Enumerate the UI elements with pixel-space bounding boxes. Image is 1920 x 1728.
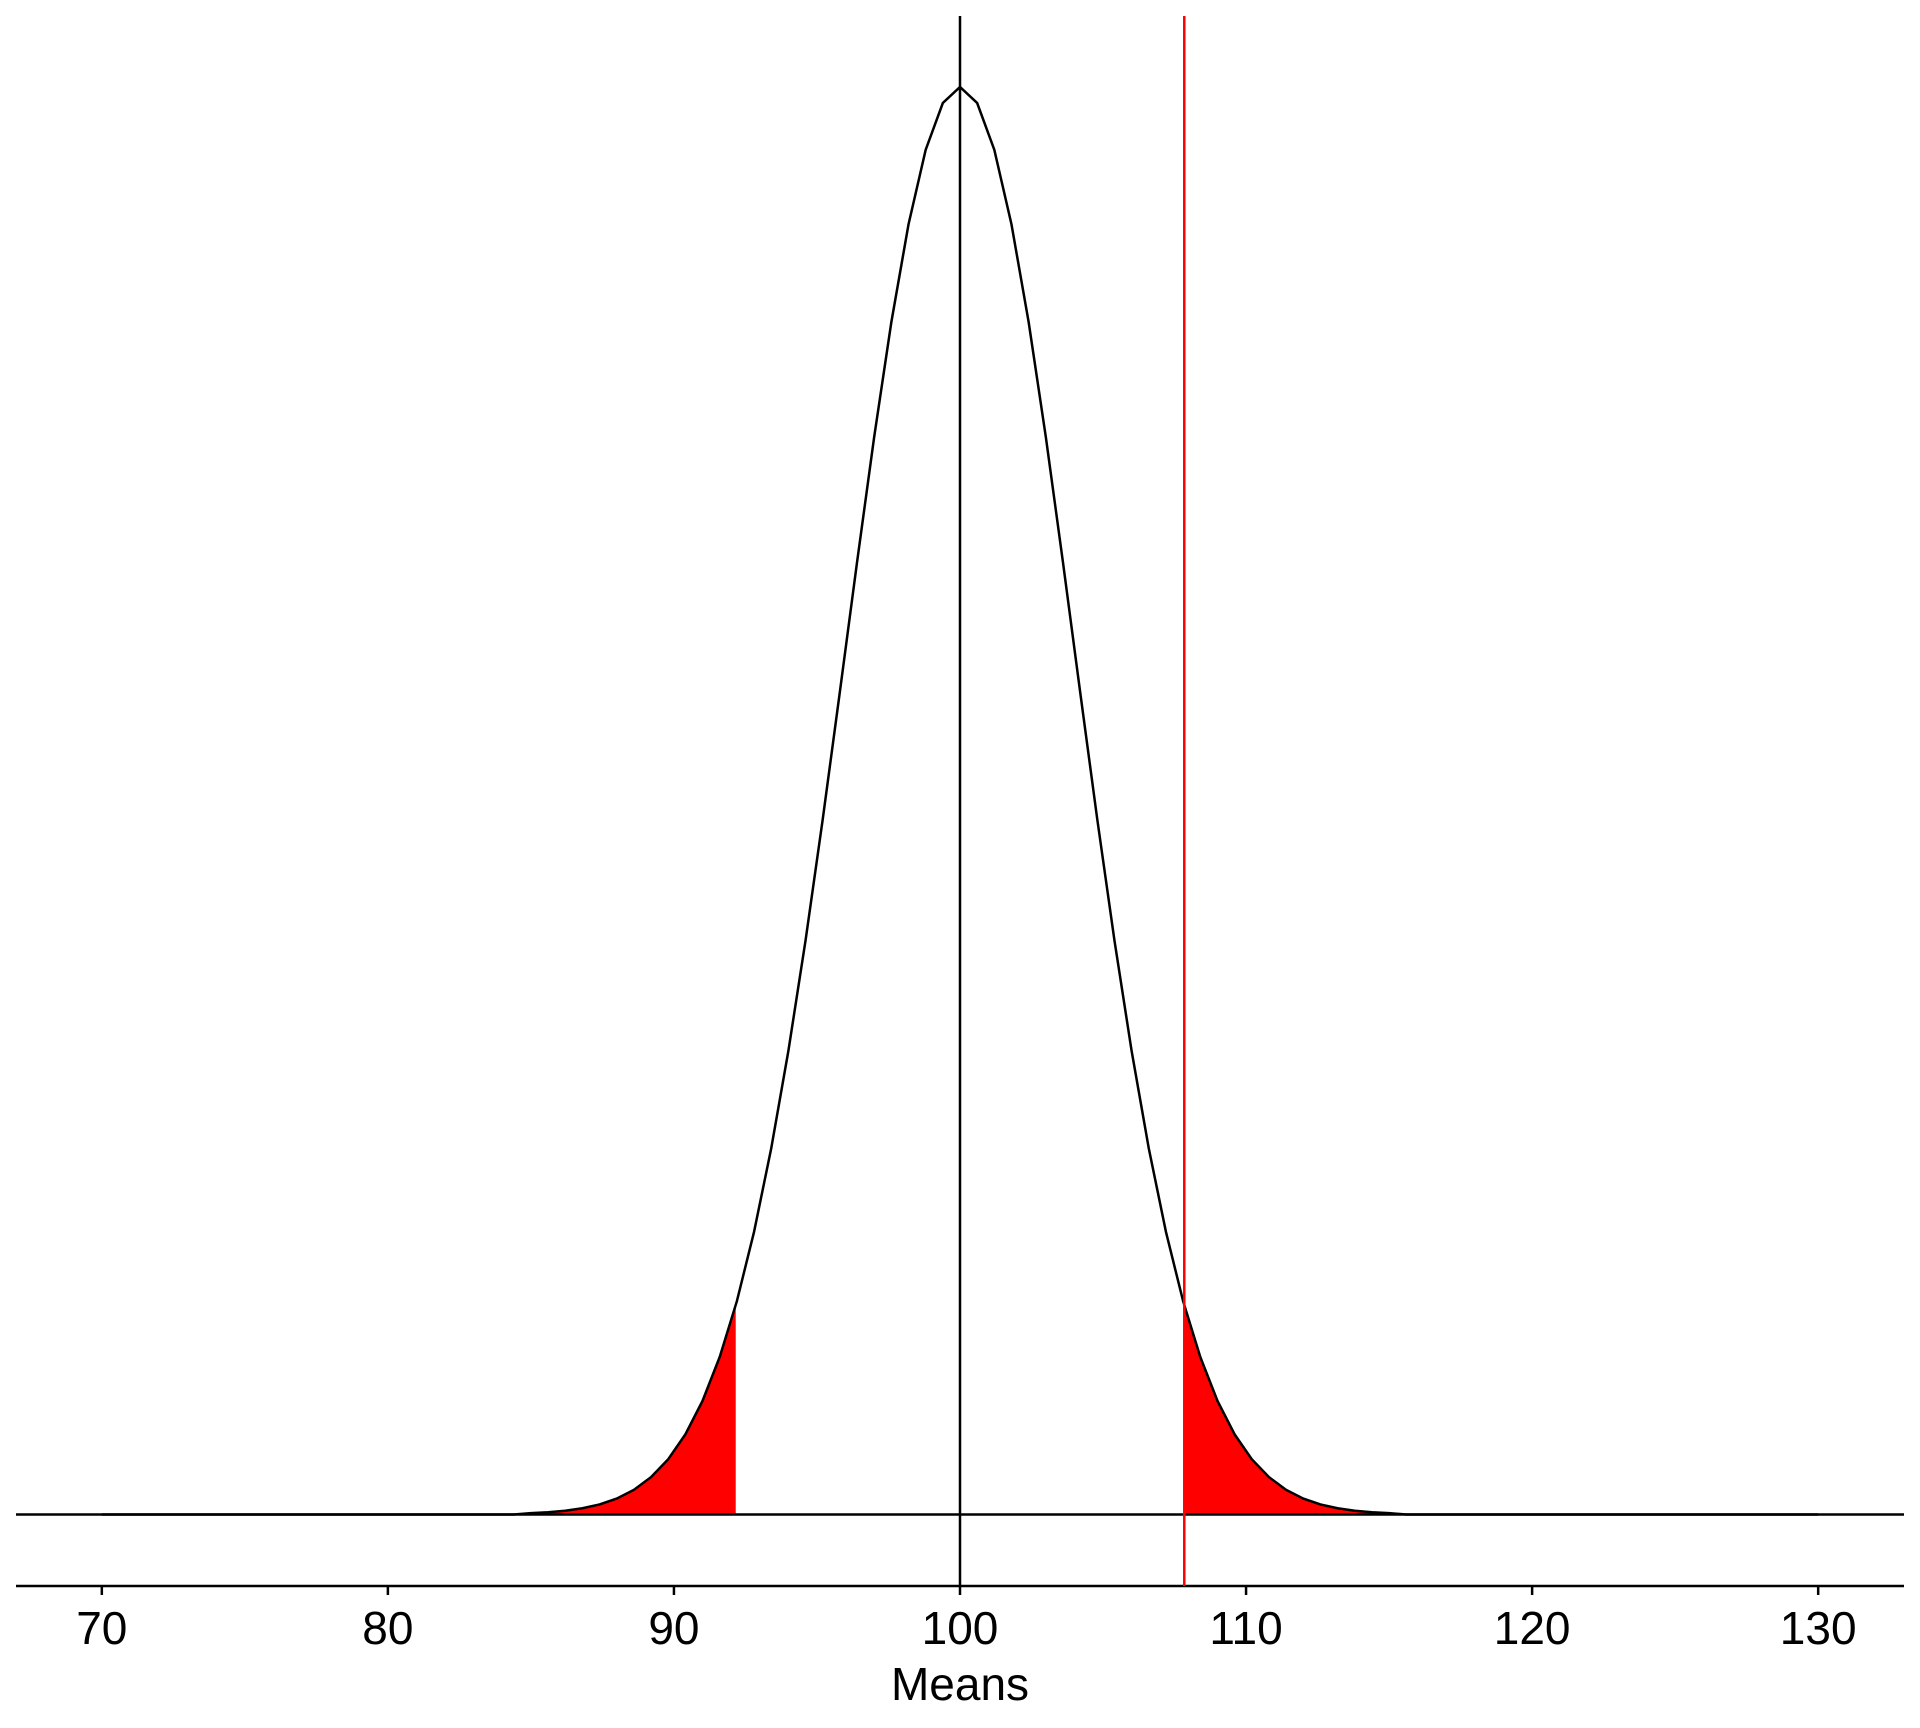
x-tick-label: 130 bbox=[1780, 1602, 1857, 1654]
x-tick-label: 120 bbox=[1494, 1602, 1571, 1654]
x-tick-label: 70 bbox=[76, 1602, 127, 1654]
x-tick-label: 80 bbox=[362, 1602, 413, 1654]
shaded-tail bbox=[1184, 1304, 1819, 1515]
x-tick-label: 90 bbox=[648, 1602, 699, 1654]
x-tick-label: 110 bbox=[1209, 1602, 1282, 1654]
shaded-tail bbox=[101, 1304, 736, 1515]
x-tick-label: 100 bbox=[922, 1602, 999, 1654]
x-axis-title: Means bbox=[891, 1658, 1029, 1710]
